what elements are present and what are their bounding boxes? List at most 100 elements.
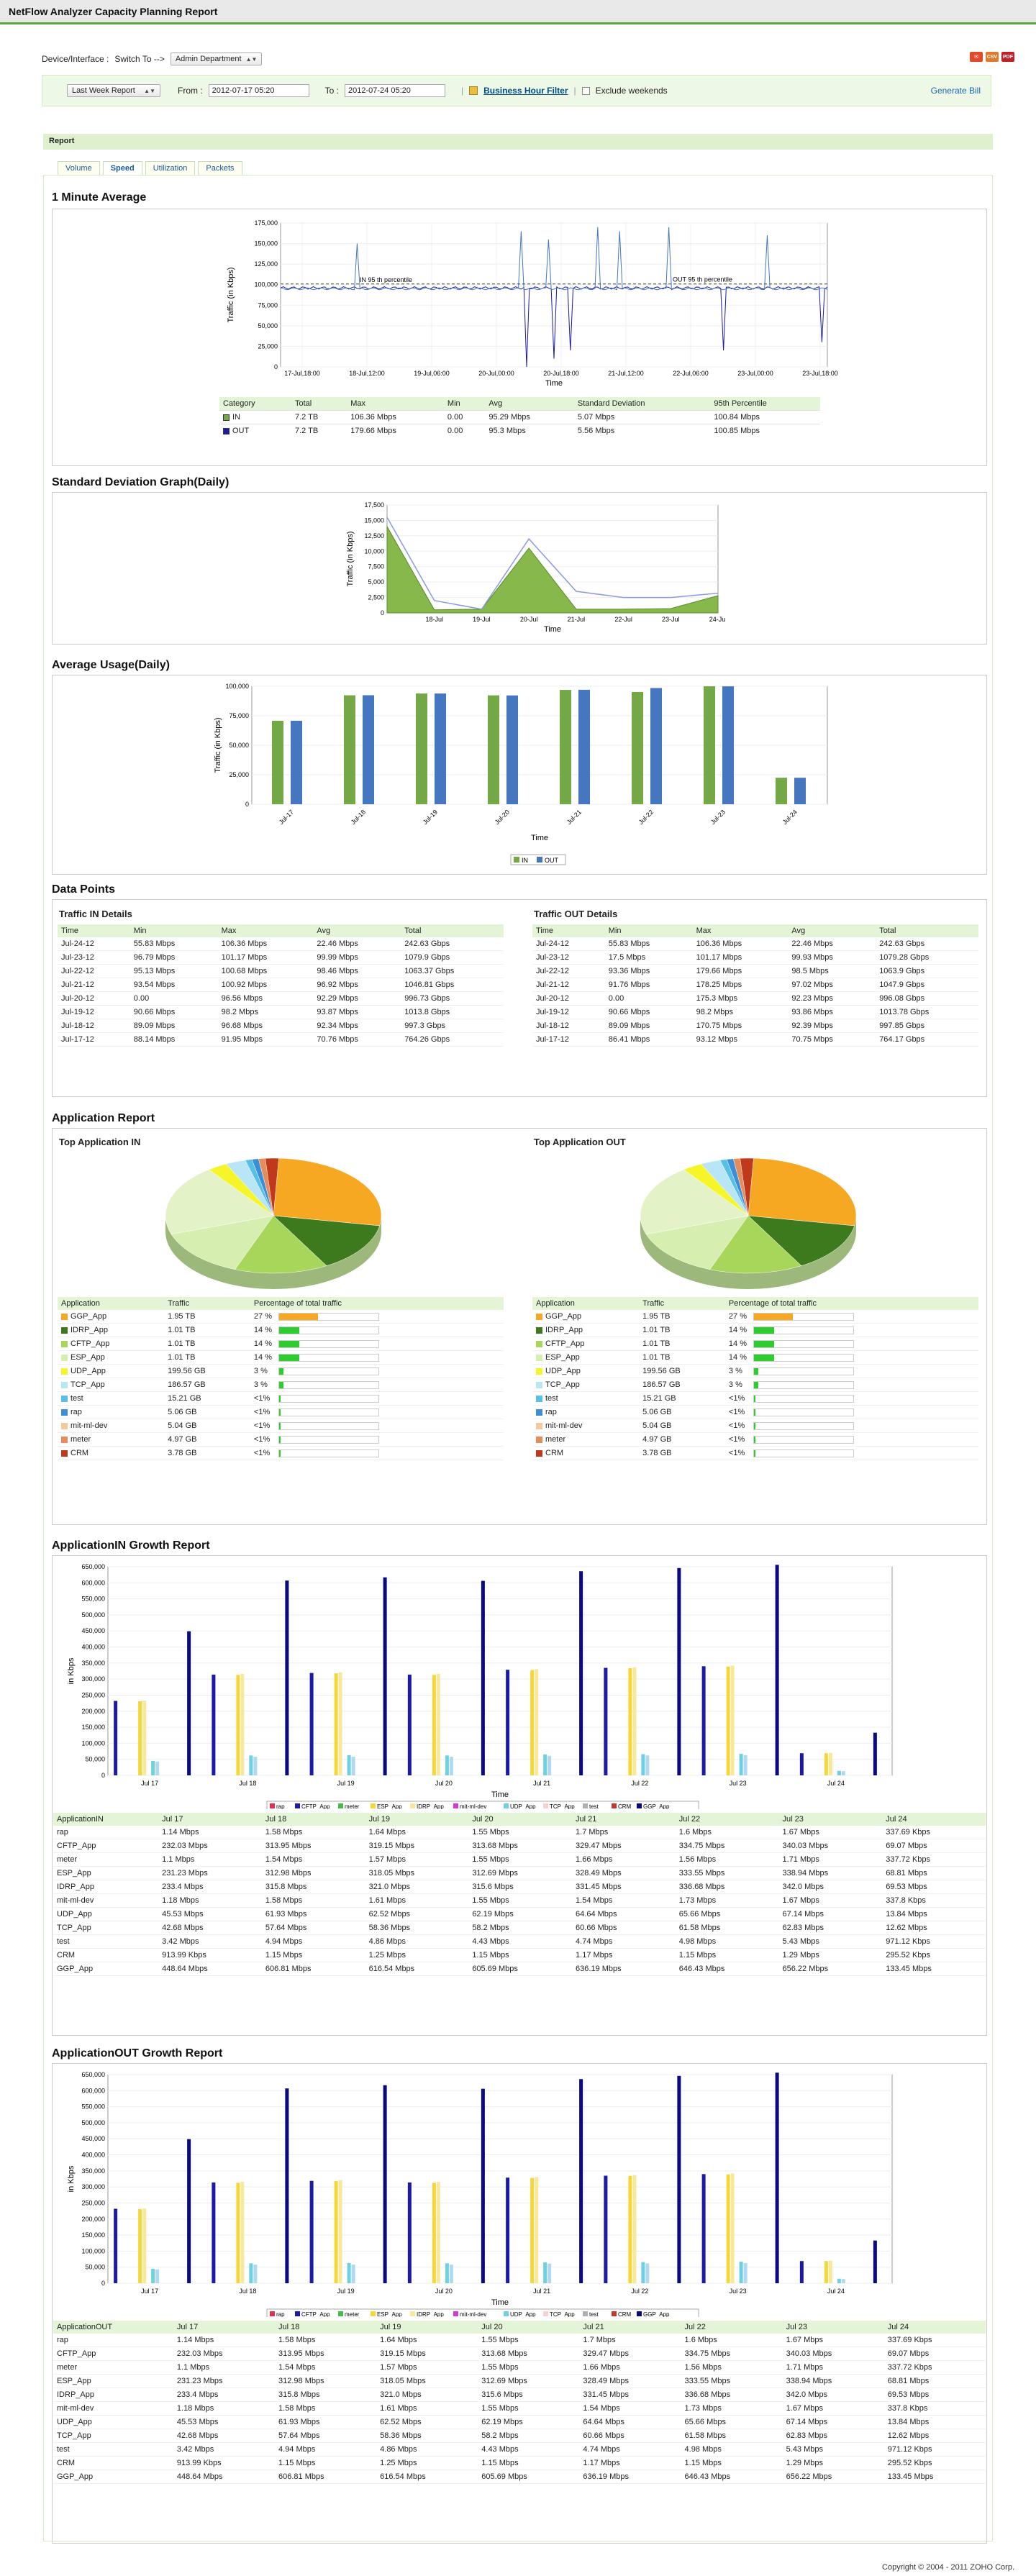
- table-cell: 1.15 Mbps: [472, 1951, 509, 1960]
- email-icon[interactable]: ✉: [970, 52, 983, 62]
- from-date-input[interactable]: 2012-07-17 05:20: [208, 84, 309, 97]
- table-cell: 1.57 Mbps: [380, 2363, 417, 2372]
- table-cell: 55.83 Mbps: [608, 939, 650, 948]
- table-row: meter 1.1 Mbps 1.54 Mbps 1.57 Mbps 1.55 Mbps…: [53, 2361, 986, 2375]
- table-cell: IN: [219, 410, 291, 424]
- legend-swatch: [504, 2311, 509, 2316]
- legend-label: rap: [276, 1803, 285, 1809]
- y-tick-label: 17,500: [364, 501, 384, 509]
- table-cell: 1.54 Mbps: [278, 2363, 316, 2372]
- legend-swatch: [536, 1449, 542, 1457]
- table-cell: 337.69 Kbps: [887, 2336, 932, 2344]
- legend-label: IDRP_App: [417, 1803, 444, 1809]
- legend-swatch: [537, 857, 542, 863]
- legend-swatch: [270, 1803, 275, 1808]
- table-cell: 321.0 Mbps: [380, 2390, 422, 2399]
- bar-in: [776, 778, 787, 804]
- exclude-weekends-checkbox[interactable]: [581, 86, 590, 95]
- bar-udp-app: [641, 1754, 645, 1775]
- avg-panel: [52, 675, 987, 875]
- bar-cftp-app: [309, 2180, 314, 2283]
- bar-tcp-app: [547, 2263, 552, 2283]
- legend-swatch: [612, 2311, 617, 2316]
- out-percentile-label: OUT 95 th percentile: [673, 276, 732, 283]
- table-cell: 5.43 Mbps: [782, 1937, 819, 1946]
- table-row: test 15.21 GB <1%: [532, 1392, 978, 1406]
- app-name: UDP_App: [71, 1367, 106, 1375]
- y-tick-label: 0: [245, 801, 249, 808]
- period-select[interactable]: Last Week Report ▲▼: [67, 84, 160, 97]
- legend-swatch: [371, 2311, 376, 2316]
- tab-volume[interactable]: Volume: [58, 161, 100, 175]
- table-cell: 1.71 Mbps: [782, 1855, 819, 1864]
- legend-swatch: [61, 1436, 68, 1443]
- in-percentile-label: IN 95 th percentile: [360, 276, 412, 283]
- table-header-row: ApplicationIN Jul 17 Jul 18 Jul 19 Jul 20 Jul…: [53, 1813, 986, 1826]
- growth-in-panel: [52, 1555, 987, 2036]
- table-cell: 62.52 Mbps: [368, 1910, 411, 1919]
- table-cell: CRM: [57, 1951, 76, 1960]
- table-cell: 62.83 Mbps: [786, 2431, 828, 2440]
- tab-speed[interactable]: Speed: [102, 161, 142, 175]
- percent-bar: [753, 1353, 854, 1362]
- tab-utilization[interactable]: Utilization: [145, 161, 196, 175]
- legend-label: ESP_App: [377, 1803, 402, 1809]
- table-row: rap 5.06 GB <1%: [532, 1406, 978, 1419]
- x-tick-label: Jul-23: [709, 809, 727, 826]
- table-cell: 1.55 Mbps: [472, 1828, 509, 1837]
- bar-tcp-app: [841, 2279, 845, 2283]
- legend-swatch: [338, 1803, 343, 1808]
- table-cell: 27 %: [250, 1310, 504, 1324]
- legend-swatch: [223, 414, 230, 421]
- table-cell: 242.63 Gbps: [404, 939, 450, 948]
- app-in-pie: [165, 1157, 382, 1289]
- bar-tcp-app: [547, 1755, 552, 1775]
- table-row: IDRP_App 233.4 Mbps 315.8 Mbps 321.0 Mbps 31…: [53, 2388, 986, 2402]
- percent-bar-fill: [278, 1354, 299, 1361]
- bar-udp-app: [739, 2262, 743, 2283]
- table-cell: 1.01 TB: [642, 1326, 671, 1334]
- bar-out: [506, 695, 518, 804]
- x-tick-label: Jul 21: [533, 2288, 550, 2295]
- pdf-icon[interactable]: PDF: [1001, 52, 1014, 62]
- device-select[interactable]: Admin Department ▲▼: [170, 53, 263, 65]
- legend-swatch: [61, 1422, 68, 1429]
- table-header: ApplicationOUT: [53, 2321, 173, 2334]
- y-tick-label: 650,000: [81, 2071, 105, 2078]
- table-cell: 1.7 Mbps: [583, 2336, 616, 2344]
- table-header-row: Time Min Max Avg Total: [532, 924, 978, 937]
- bar-ggp-app: [677, 1567, 681, 1775]
- table-cell: 1.17 Mbps: [583, 2459, 620, 2467]
- legend-swatch: [536, 1367, 542, 1375]
- table-row: GGP_App 1.95 TB 27 %: [532, 1310, 978, 1324]
- y-tick-label: 12,500: [364, 532, 384, 540]
- x-tick-label: Jul 24: [827, 2288, 845, 2295]
- app-name: test: [545, 1394, 558, 1403]
- y-axis-label: Traffic (in Kbps): [214, 717, 222, 773]
- y-tick-label: 300,000: [81, 2183, 105, 2190]
- csv-icon[interactable]: CSV: [986, 52, 999, 62]
- generate-bill-link[interactable]: Generate Bill: [930, 86, 981, 96]
- x-axis-label: Time: [491, 1790, 509, 1799]
- report-content: [43, 175, 993, 2541]
- table-cell: 1.15 Mbps: [481, 2459, 519, 2467]
- table-header: Min: [443, 397, 486, 411]
- table-cell: 91.76 Mbps: [608, 980, 650, 989]
- table-cell: 95.29 Mbps: [485, 410, 574, 424]
- table-cell: 606.81 Mbps: [278, 2472, 324, 2481]
- y-tick-label: 250,000: [81, 2199, 105, 2206]
- business-hour-filter-link[interactable]: Business Hour Filter: [483, 86, 568, 96]
- pie-slice: [748, 1157, 857, 1226]
- bar-udp-app: [151, 2268, 155, 2283]
- tab-packets[interactable]: Packets: [198, 161, 242, 175]
- table-row: meter 1.1 Mbps 1.54 Mbps 1.57 Mbps 1.55 Mbps…: [53, 1853, 986, 1867]
- to-date-input[interactable]: 2012-07-24 05:20: [345, 84, 446, 97]
- table-cell: 22.46 Mbps: [791, 939, 833, 948]
- table-row: Jul-22-12 95.13 Mbps 100.68 Mbps 98.46 Mbps…: [58, 965, 504, 978]
- percent-bar: [278, 1394, 379, 1403]
- percent-label: <1%: [253, 1408, 271, 1416]
- bar-ggp-app: [873, 1732, 877, 1775]
- table-cell: 1.95 TB: [168, 1312, 196, 1321]
- legend-swatch: [61, 1367, 68, 1375]
- table-cell: 605.69 Mbps: [481, 2472, 527, 2481]
